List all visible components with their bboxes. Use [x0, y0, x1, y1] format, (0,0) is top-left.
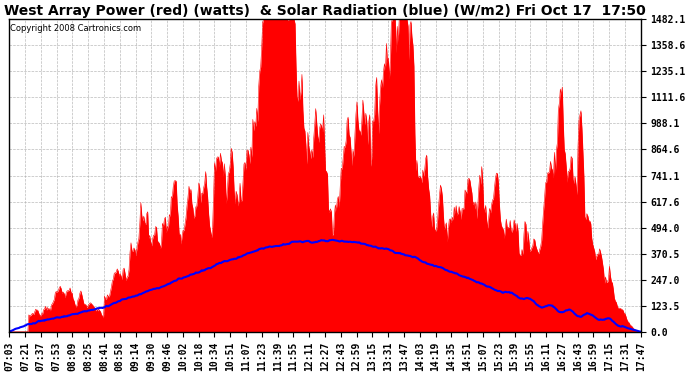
Title: West Array Power (red) (watts)  & Solar Radiation (blue) (W/m2) Fri Oct 17  17:5: West Array Power (red) (watts) & Solar R…	[4, 4, 646, 18]
Text: Copyright 2008 Cartronics.com: Copyright 2008 Cartronics.com	[10, 24, 141, 33]
